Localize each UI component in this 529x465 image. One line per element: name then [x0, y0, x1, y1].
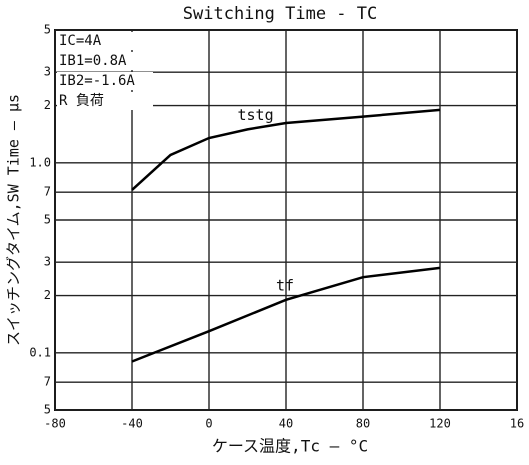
y-tick-label: 2 — [44, 288, 51, 302]
x-tick-label: 0 — [205, 417, 212, 431]
y-tick-label: 5 — [44, 403, 51, 417]
series-label: tf — [276, 276, 294, 294]
y-tick-label: 3 — [44, 255, 51, 269]
annotation: R 負荷 — [59, 93, 104, 109]
annotation: IB2=-1.6A — [59, 73, 135, 89]
x-tick-label: 80 — [356, 417, 370, 431]
annotation-bg — [57, 92, 153, 110]
y-tick-label: 3 — [44, 65, 51, 79]
series-label: tstg — [238, 106, 274, 124]
y-tick-label: 7 — [44, 185, 51, 199]
data-line — [131, 266, 441, 363]
x-tick-label: -40 — [121, 417, 143, 431]
annotation: IC=4A — [59, 33, 102, 49]
y-tick-label: 5 — [44, 23, 51, 37]
y-tick-label: 7 — [44, 375, 51, 389]
chart-title: Switching Time - TC — [183, 4, 377, 24]
y-tick-label: 1.0 — [29, 155, 51, 169]
y-tick-label: 0.1 — [29, 345, 51, 359]
x-axis-label: ケース温度,Tc — °C — [212, 437, 368, 456]
annotation-bg — [57, 72, 153, 90]
annotation-bg — [57, 52, 153, 70]
x-tick-label: 120 — [429, 417, 451, 431]
x-tick-label: 40 — [279, 417, 293, 431]
y-tick-label: 2 — [44, 98, 51, 112]
y-axis-label: スイッチングタイム,SW Time — μs — [5, 94, 23, 346]
y-tick-label: 5 — [44, 213, 51, 227]
data-line — [131, 108, 441, 191]
annotation: IB1=0.8A — [59, 53, 127, 69]
x-tick-label: -80 — [44, 417, 66, 431]
x-tick-label: 16 — [510, 417, 524, 431]
annotation-bg — [57, 32, 153, 50]
